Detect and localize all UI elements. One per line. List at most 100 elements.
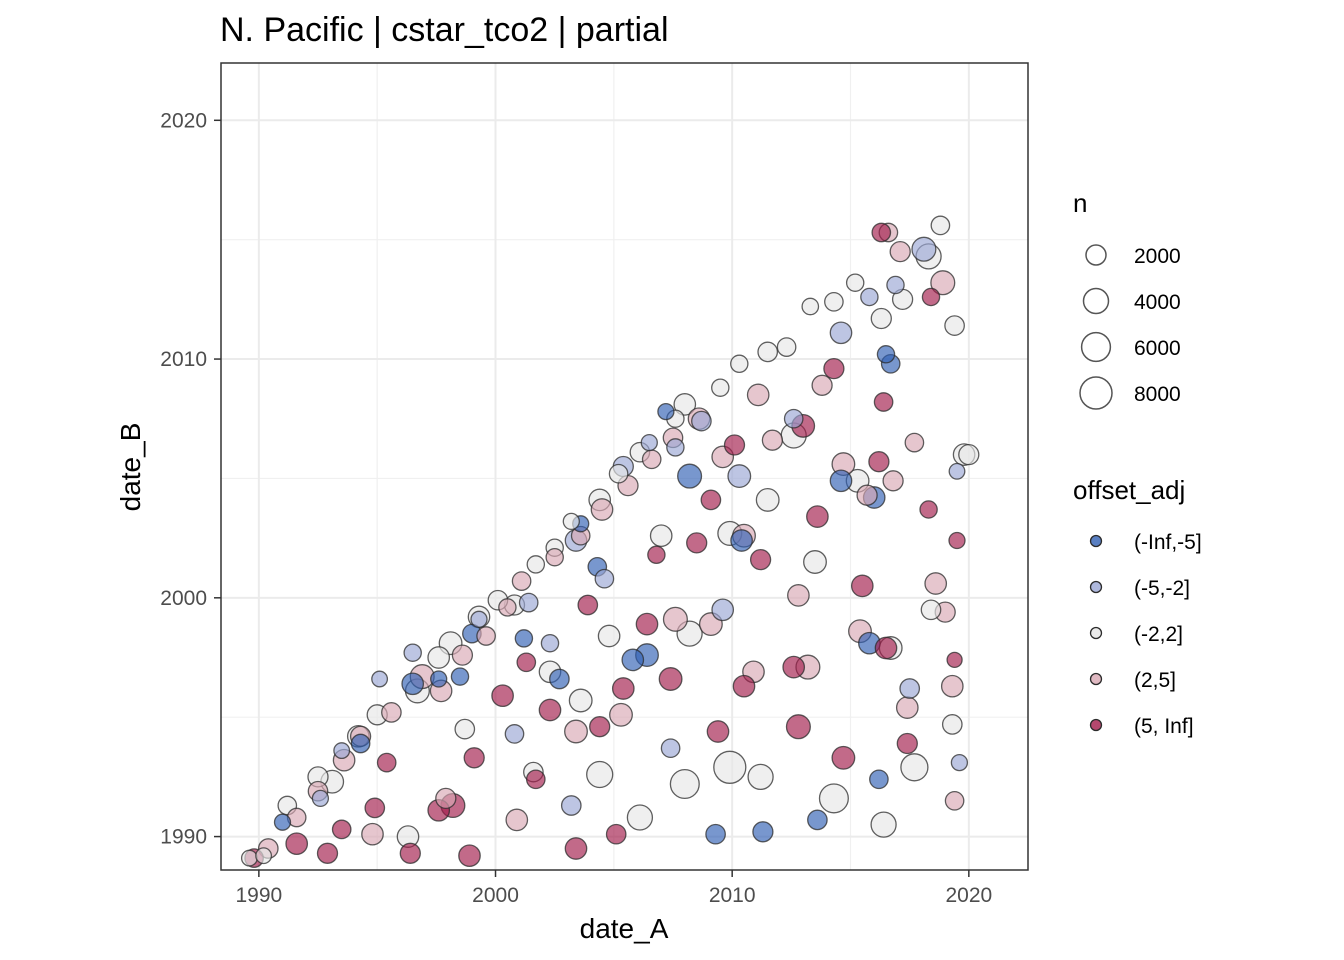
- legend: n offset_adj 2000 4000 6000 8000 (-Inf,-5] (-…: [1073, 188, 1202, 738]
- data-point: [658, 667, 683, 691]
- data-point: [845, 273, 865, 292]
- data-point: [896, 732, 918, 755]
- size-legend-label: 8000: [1134, 383, 1181, 406]
- data-point: [605, 823, 627, 845]
- data-point: [401, 672, 425, 696]
- data-point: [560, 795, 582, 816]
- data-point: [677, 463, 703, 489]
- data-point: [850, 574, 874, 598]
- data-point: [924, 572, 948, 595]
- data-point: [463, 747, 485, 769]
- data-point: [589, 716, 611, 738]
- data-point: [787, 584, 810, 607]
- data-point: [803, 550, 827, 574]
- panel-border: [220, 62, 1029, 871]
- data-point: [921, 287, 941, 307]
- data-point: [564, 837, 588, 860]
- data-point: [470, 610, 488, 628]
- data-point: [876, 345, 896, 364]
- data-point: [361, 822, 384, 846]
- x-tick-label: 2020: [945, 884, 992, 907]
- data-point: [930, 270, 956, 296]
- data-point: [451, 644, 474, 666]
- data-point: [311, 789, 330, 808]
- data-point: [871, 222, 892, 243]
- data-point: [757, 341, 779, 363]
- data-point: [350, 733, 371, 754]
- data-point: [811, 374, 833, 396]
- data-point: [911, 236, 937, 262]
- data-point: [746, 383, 770, 407]
- data-point: [649, 524, 673, 548]
- data-point: [782, 655, 806, 679]
- data-point: [316, 842, 339, 864]
- data-point: [525, 769, 546, 790]
- data-point: [273, 813, 292, 831]
- size-legend-label: 2000: [1134, 245, 1181, 268]
- data-point: [930, 215, 951, 236]
- data-point: [747, 763, 774, 791]
- size-legend-key: [1082, 287, 1110, 315]
- data-point: [597, 624, 621, 648]
- data-point: [255, 847, 273, 865]
- color-legend-label: (5, Inf]: [1134, 715, 1194, 738]
- data-point: [376, 752, 397, 773]
- data-point: [647, 545, 666, 565]
- data-point: [711, 378, 730, 397]
- x-tick-label: 1990: [236, 884, 283, 907]
- size-legend-key: [1079, 376, 1113, 410]
- data-point: [590, 498, 614, 521]
- color-legend-title: offset_adj: [1073, 475, 1185, 505]
- plot-panel: 1990 2000 2010 2020 1990 2000 2010 2020: [160, 62, 1029, 907]
- data-point: [944, 790, 965, 811]
- data-point: [869, 769, 889, 790]
- data-point: [608, 463, 629, 484]
- data-point: [706, 720, 730, 743]
- data-point: [904, 432, 925, 453]
- data-point: [783, 408, 804, 429]
- data-point: [516, 652, 537, 673]
- data-point: [686, 532, 708, 554]
- data-point: [430, 670, 448, 688]
- data-point: [594, 568, 615, 589]
- data-point: [640, 433, 658, 452]
- data-point: [626, 804, 654, 831]
- color-legend-label: (-2,2]: [1134, 623, 1183, 646]
- data-point: [920, 599, 942, 621]
- data-point: [785, 714, 811, 740]
- data-point: [662, 606, 688, 632]
- data-point: [454, 718, 476, 740]
- data-point: [371, 670, 389, 688]
- data-point: [882, 470, 904, 492]
- data-point: [940, 674, 964, 698]
- x-tick-label: 2010: [709, 884, 756, 907]
- data-point: [870, 307, 892, 330]
- data-point: [514, 629, 534, 648]
- data-point: [538, 698, 562, 722]
- data-point: [635, 612, 659, 636]
- data-point: [941, 714, 963, 735]
- data-point: [801, 297, 820, 316]
- data-point: [562, 512, 580, 531]
- data-point: [711, 598, 735, 622]
- data-point: [900, 753, 929, 782]
- data-point: [609, 702, 633, 727]
- data-point: [641, 449, 662, 470]
- y-axis-title: date_B: [115, 423, 146, 512]
- data-point: [818, 783, 849, 814]
- data-point: [476, 626, 496, 646]
- chart-title: N. Pacific | cstar_tco2 | partial: [220, 11, 669, 49]
- data-point: [450, 667, 470, 686]
- data-point: [504, 724, 525, 744]
- data-point: [586, 760, 614, 789]
- data-point: [761, 429, 784, 451]
- data-point: [730, 354, 749, 374]
- y-tick-label: 2000: [160, 587, 207, 610]
- color-legend-label: (-5,-2]: [1134, 577, 1190, 600]
- data-point: [919, 500, 938, 519]
- data-point: [435, 787, 457, 810]
- data-point: [285, 832, 309, 856]
- data-point: [823, 357, 845, 380]
- data-point: [458, 844, 481, 868]
- data-point: [856, 484, 878, 506]
